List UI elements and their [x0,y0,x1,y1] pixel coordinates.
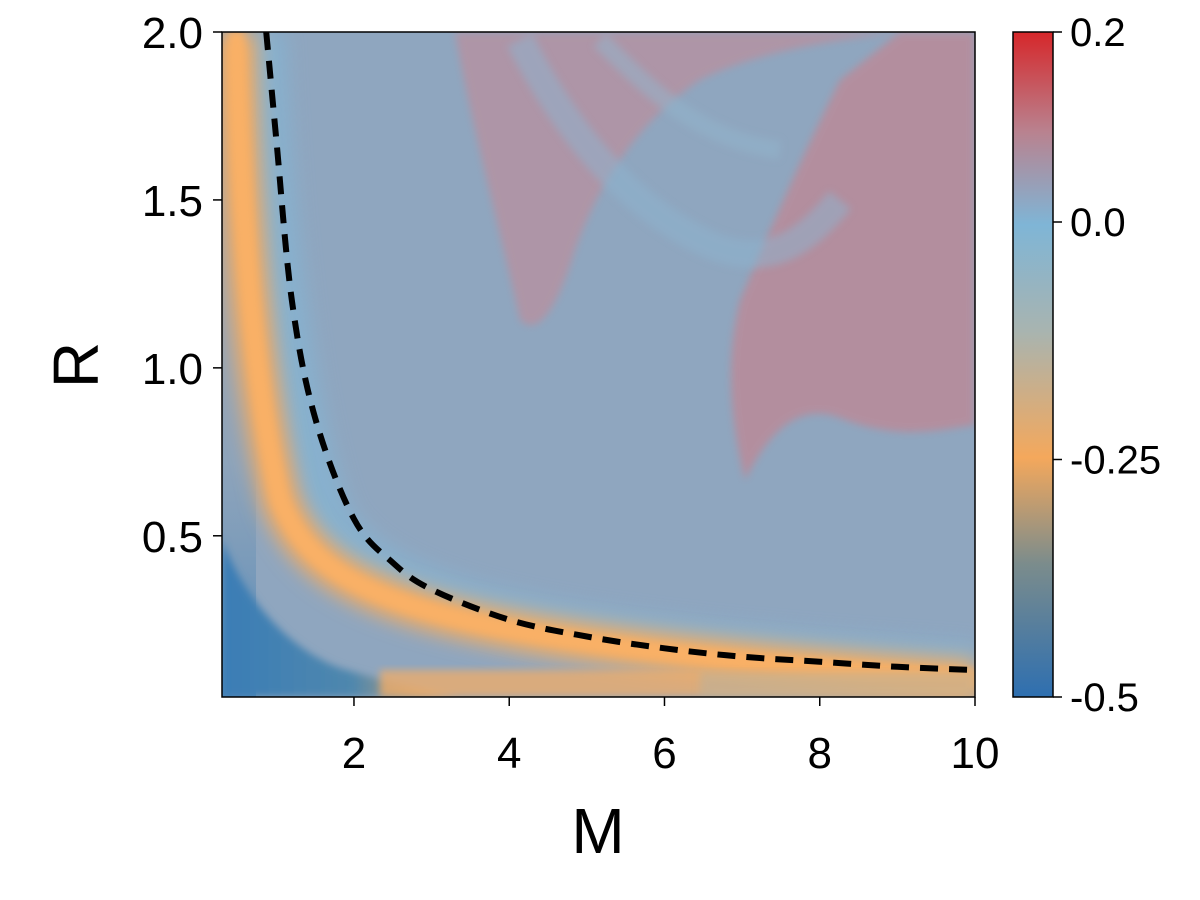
y-axis-label: R [40,342,112,388]
y-tick-label: 1.5 [142,177,203,226]
colorbar: 0.2 0.0 -0.25 -0.5 [1012,11,1161,720]
x-axis: 2 4 6 8 10 [342,697,1000,778]
x-tick-label: 10 [951,729,1000,778]
x-axis-label: M [571,795,624,867]
low-corner-region [222,540,460,697]
positive-patch-right [730,32,975,480]
light-blue-streak [507,33,851,268]
colorbar-frame [1012,31,1054,698]
x-tick-label: 4 [497,729,521,778]
x-tick-label: 6 [652,729,676,778]
plot-area [222,32,975,697]
bottom-strip-fade [700,672,975,697]
colorbar-tick-label: 0.0 [1070,201,1126,245]
y-tick-label: 2.0 [142,9,203,58]
x-tick-label: 8 [808,729,832,778]
boundary-curve [263,32,975,674]
y-tick-label: 1.0 [142,345,203,394]
colorbar-tick-label: -0.5 [1070,676,1139,720]
colorbar-ticks: 0.2 0.0 -0.25 -0.5 [1053,11,1161,720]
colorbar-tick-label: -0.25 [1070,439,1161,483]
negative-band-core [228,32,975,688]
y-tick-label: 0.5 [142,513,203,562]
x-tick-label: 2 [342,729,366,778]
y-axis: 0.5 1.0 1.5 2.0 [142,9,222,562]
plot-frame [221,31,976,698]
colorbar-tick-label: 0.2 [1070,11,1126,55]
colorbar-gradient [1013,32,1053,697]
